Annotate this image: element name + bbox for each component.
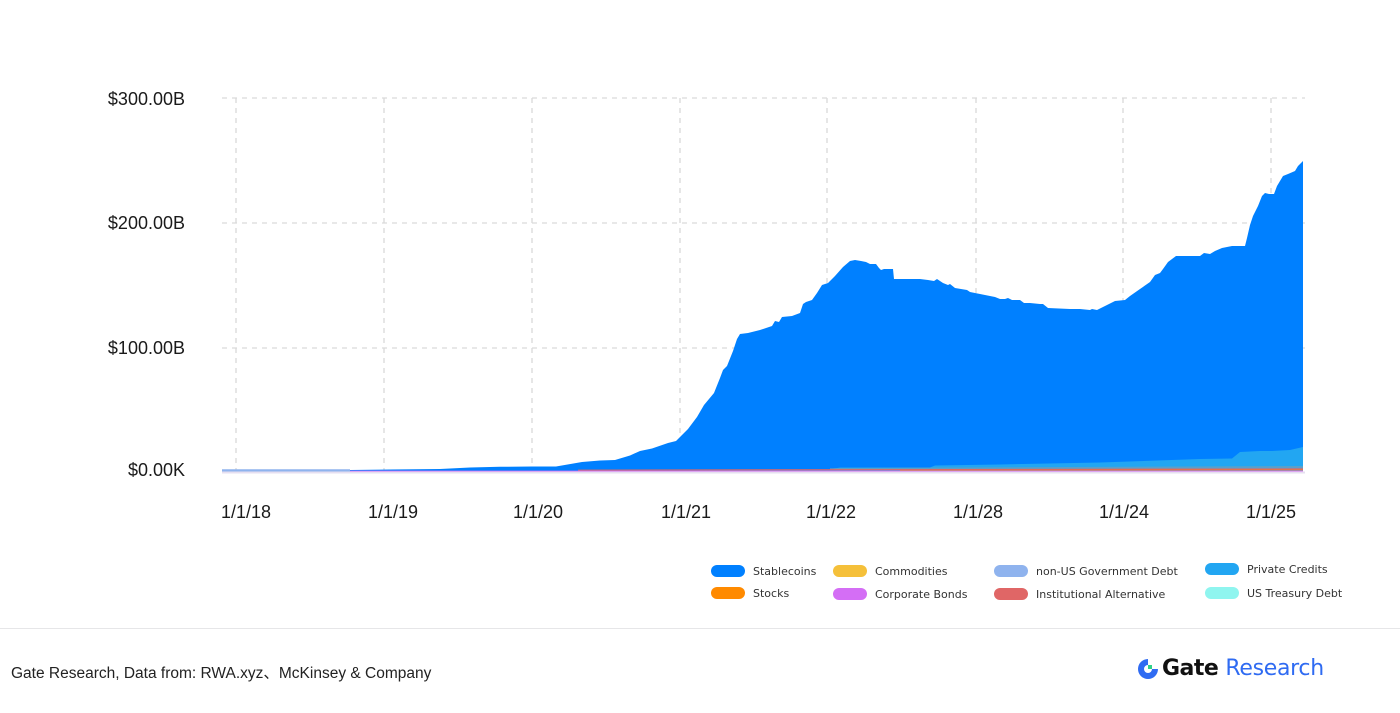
legend-swatch — [833, 565, 867, 577]
series-non-us-government-debt-area — [222, 469, 350, 472]
legend-label: non-US Government Debt — [1036, 564, 1178, 578]
series-private-credits-area — [700, 447, 1303, 471]
y-tick-label: $200.00B — [108, 213, 185, 233]
legend-item-corporate-bonds[interactable]: Corporate Bonds — [833, 585, 967, 603]
legend-label: Commodities — [875, 564, 948, 578]
legend-item-private-credits[interactable]: Private Credits — [1205, 560, 1328, 578]
brand-research-text: Research — [1225, 656, 1324, 681]
legend-label: Private Credits — [1247, 562, 1328, 576]
x-tick-label: 1/1/22 — [806, 502, 856, 522]
brand-gate-text: Gate — [1162, 656, 1219, 681]
legend-swatch — [833, 588, 867, 600]
chart-legend: Stablecoins Commodities non-US Governmen… — [711, 562, 1361, 606]
x-tick-label: 1/1/28 — [953, 502, 1003, 522]
legend-swatch — [711, 587, 745, 599]
legend-item-institutional-alternative[interactable]: Institutional Alternative — [994, 585, 1165, 603]
legend-item-non-us-government-debt[interactable]: non-US Government Debt — [994, 562, 1178, 580]
y-tick-label: $100.00B — [108, 338, 185, 358]
legend-label: US Treasury Debt — [1247, 586, 1343, 600]
legend-label: Stablecoins — [753, 564, 817, 578]
x-tick-label: 1/1/24 — [1099, 502, 1149, 522]
x-tick-label: 1/1/19 — [368, 502, 418, 522]
x-tick-label: 1/1/25 — [1246, 502, 1296, 522]
brand-logo-lockup: Gate Research — [1136, 656, 1324, 681]
legend-item-stocks[interactable]: Stocks — [711, 584, 789, 602]
series-stablecoins-area — [222, 161, 1303, 471]
x-tick-label: 1/1/21 — [661, 502, 711, 522]
legend-item-us-treasury-debt[interactable]: US Treasury Debt — [1205, 584, 1342, 602]
legend-swatch — [711, 565, 745, 577]
legend-swatch — [1205, 587, 1239, 599]
y-tick-label: $300.00B — [108, 89, 185, 109]
gate-logo-icon — [1138, 658, 1158, 679]
footer-divider — [0, 628, 1400, 629]
legend-item-stablecoins[interactable]: Stablecoins — [711, 562, 816, 580]
x-tick-label: 1/1/20 — [513, 502, 563, 522]
series-institutional-alternative-area — [578, 468, 1303, 471]
x-tick-label: 1/1/18 — [221, 502, 271, 522]
series-corporate-bonds-area — [350, 470, 1303, 472]
series-stocks-area — [900, 469, 1303, 471]
legend-swatch — [1205, 563, 1239, 575]
y-tick-label: $0.00K — [128, 460, 185, 480]
legend-label: Stocks — [753, 586, 790, 600]
legend-label: Institutional Alternative — [1036, 587, 1166, 601]
x-axis: 1/1/18 1/1/19 1/1/20 1/1/21 1/1/22 1/1/2… — [221, 502, 1296, 522]
source-caption: Gate Research, Data from: RWA.xyz、McKins… — [11, 665, 432, 682]
legend-item-commodities[interactable]: Commodities — [833, 562, 947, 580]
y-axis: $300.00B $200.00B $100.00B $0.00K — [108, 89, 185, 480]
legend-label: Corporate Bonds — [875, 587, 968, 601]
legend-swatch — [994, 565, 1028, 577]
legend-swatch — [994, 588, 1028, 600]
